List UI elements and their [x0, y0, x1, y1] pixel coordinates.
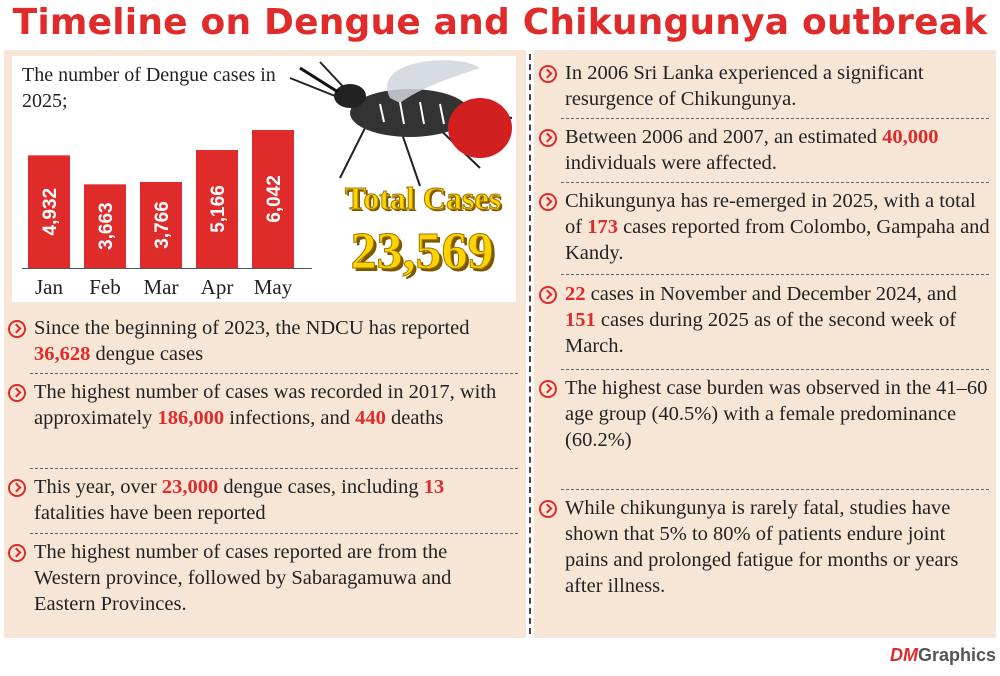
- fact-text: dengue cases: [90, 343, 204, 365]
- brand-suffix: Graphics: [917, 645, 996, 665]
- chevron-right-icon: [539, 193, 557, 211]
- dashed-separator: [561, 489, 989, 490]
- mosquito-icon: [289, 60, 513, 187]
- bar-jan: [28, 155, 70, 268]
- dashed-separator: [561, 369, 989, 370]
- fact-text: This year, over: [34, 476, 162, 498]
- bar-may: [252, 130, 294, 268]
- fact-item: The highest number of cases was recorded…: [6, 379, 514, 431]
- chevron-right-icon: [8, 320, 26, 338]
- category-label: Jan: [35, 275, 63, 299]
- bar-value-label: 3,766: [152, 201, 173, 249]
- fact-item: The highest case burden was observed in …: [537, 375, 992, 453]
- bar-mar: [140, 181, 182, 268]
- fact-text: dengue cases, including: [218, 476, 424, 498]
- dashed-separator: [561, 274, 989, 275]
- chevron-right-icon: [539, 129, 557, 147]
- fact-text: fatalities have been reported: [34, 502, 266, 524]
- fact-text: The highest case burden was observed in …: [565, 377, 988, 451]
- fact-item: This year, over 23,000 dengue cases, inc…: [6, 474, 514, 526]
- column-divider: [529, 54, 531, 634]
- bar-feb: [84, 184, 126, 268]
- fact-item: Since the beginning of 2023, the NDCU ha…: [6, 315, 514, 367]
- highlight-figure: 23,000: [161, 476, 219, 498]
- chevron-right-icon: [539, 65, 557, 83]
- brand-logo: DMGraphics: [860, 640, 996, 670]
- highlight-figure: 13: [423, 476, 445, 498]
- dashed-separator: [30, 468, 518, 469]
- fact-text: Between 2006 and 2007, an estimated: [565, 126, 883, 148]
- highlight-figure: 151: [565, 309, 596, 331]
- fact-text: individuals were affected.: [565, 152, 777, 174]
- fact-item: In 2006 Sri Lanka experienced a signific…: [537, 60, 992, 112]
- highlight-figure: 440: [355, 407, 386, 429]
- chevron-right-icon: [539, 500, 557, 518]
- total-cases-value: 23,569: [350, 223, 494, 281]
- brand-prefix: DM: [889, 645, 918, 665]
- category-label: Feb: [89, 275, 121, 299]
- fact-text: cases during 2025 as of the second week …: [565, 309, 957, 357]
- fact-text: The highest number of cases was recorded…: [34, 381, 497, 429]
- fact-text: Chikungunya has re-emerged in 2025, with…: [565, 190, 976, 238]
- chevron-right-icon: [8, 479, 26, 497]
- chevron-right-icon: [8, 544, 26, 562]
- page-title: Timeline on Dengue and Chikungunya outbr…: [12, 2, 988, 43]
- fact-item: While chikungunya is rarely fatal, studi…: [537, 495, 992, 599]
- chevron-right-icon: [539, 380, 557, 398]
- fact-text: infections, and: [224, 407, 356, 429]
- fact-text: cases reported from Colombo, Gampaha and…: [565, 216, 990, 264]
- category-label: Apr: [201, 275, 234, 299]
- highlight-figure: 173: [587, 216, 618, 238]
- highlight-figure: 36,628: [34, 343, 91, 365]
- chevron-right-icon: [539, 286, 557, 304]
- highlight-figure: 186,000: [157, 407, 225, 429]
- highlight-figure: 40,000: [882, 126, 939, 148]
- dashed-separator: [30, 533, 518, 534]
- bar-apr: [196, 150, 238, 268]
- fact-text: While chikungunya is rarely fatal, studi…: [565, 497, 959, 597]
- chikungunya-panel: [534, 50, 996, 638]
- fact-item: 22 cases in November and December 2024, …: [537, 281, 992, 359]
- category-label: Mar: [144, 275, 179, 299]
- fact-item: Between 2006 and 2007, an estimated 40,0…: [537, 124, 992, 176]
- bar-value-label: 4,932: [40, 188, 61, 236]
- bar-value-label: 6,042: [264, 175, 285, 223]
- bar-value-label: 3,663: [96, 202, 117, 250]
- fact-text: The highest number of cases reported are…: [34, 541, 452, 615]
- fact-text: Since the beginning of 2023, the NDCU ha…: [34, 317, 470, 339]
- total-cases-label: Total Cases: [344, 180, 502, 217]
- chevron-right-icon: [8, 384, 26, 402]
- dengue-bar-chart: 4,932 Jan 3,663 Feb 3,766 Mar 5,166 Apr 6,042 May: [22, 130, 312, 299]
- highlight-figure: 22: [565, 283, 586, 305]
- fact-item: The highest number of cases reported are…: [6, 539, 514, 617]
- chart-caption: The number of Dengue cases in 2025;: [22, 64, 276, 112]
- dashed-separator: [561, 118, 989, 119]
- dashed-separator: [30, 373, 518, 374]
- fact-text: In 2006 Sri Lanka experienced a signific…: [565, 62, 924, 110]
- fact-text: cases in November and December 2024, and: [585, 283, 957, 305]
- dashed-separator: [561, 182, 989, 183]
- category-label: May: [254, 275, 293, 299]
- fact-text: deaths: [385, 407, 444, 429]
- fact-item: Chikungunya has re-emerged in 2025, with…: [537, 188, 992, 266]
- bar-value-label: 5,166: [208, 185, 229, 233]
